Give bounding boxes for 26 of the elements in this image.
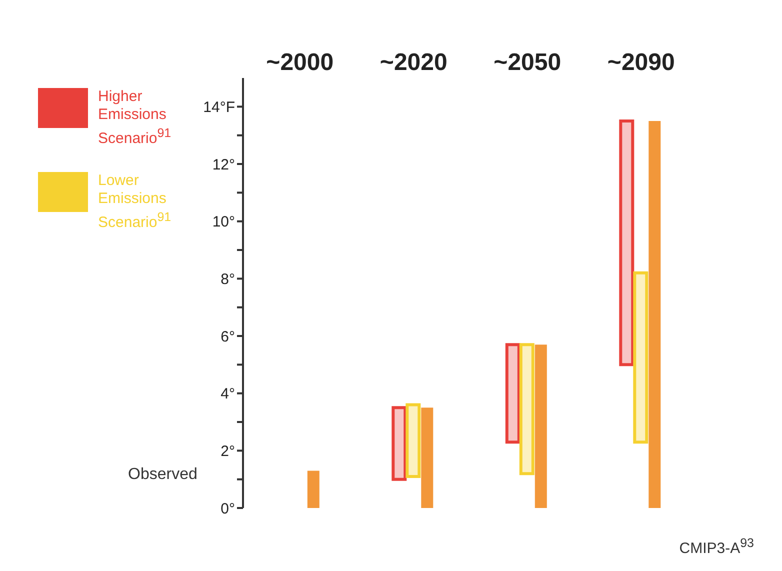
y-tick-label: 0° (220, 500, 235, 518)
bar (505, 343, 520, 444)
x-tick-label: ~2020 (380, 49, 448, 76)
y-tick-label: 4° (220, 386, 235, 403)
x-tick-label: ~2090 (607, 49, 675, 76)
y-tick-label: 12° (212, 156, 235, 174)
bar (406, 403, 421, 478)
text: Lower Emissions Scenario$^{91}$ (98, 172, 172, 232)
y-tick-label: 8° (220, 270, 235, 288)
bar (534, 344, 547, 508)
text: Observed (128, 466, 198, 484)
bar (648, 121, 661, 508)
y-tick-label: 10° (212, 214, 235, 231)
x-tick-label: ~2000 (266, 49, 334, 76)
y-tick-label: 14°F (203, 98, 235, 116)
x-tick-label: ~2050 (494, 49, 562, 76)
bar (307, 470, 320, 508)
bar (619, 120, 634, 366)
text: Higher Emissions Scenario$^{91}$ (98, 88, 172, 148)
y-tick-label: 6° (220, 328, 235, 346)
bar (392, 406, 407, 481)
bar (519, 343, 534, 476)
y-tick-label: 2° (220, 442, 235, 460)
bar (633, 271, 648, 444)
text: CMIP3-A$^{93}$ (679, 536, 754, 557)
bar (421, 408, 434, 508)
